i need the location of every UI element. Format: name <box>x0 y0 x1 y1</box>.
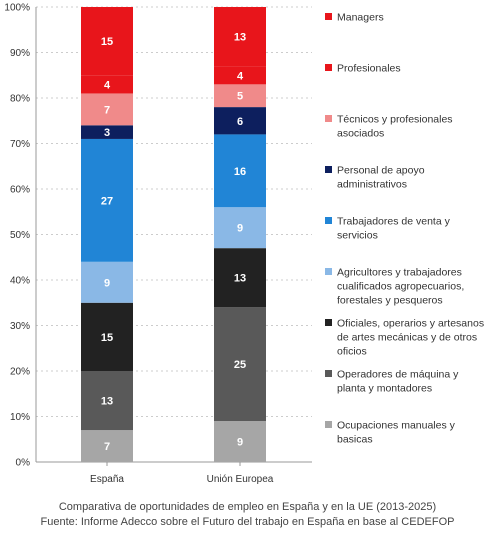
legend-swatch <box>325 319 332 326</box>
data-label: 15 <box>101 36 113 48</box>
legend-swatch <box>325 268 332 275</box>
legend-swatch <box>325 421 332 428</box>
bar-segment <box>214 107 266 135</box>
bar-segment <box>214 207 266 249</box>
legend-item: Trabajadores de venta y servicios <box>325 216 451 242</box>
legend-item: Operadores de máquina y planta y montador… <box>325 369 459 395</box>
data-label: 9 <box>104 277 110 289</box>
bars: 7 13 15 9 27 3 7 4 15 9 25 13 9 16 6 5 4 13 <box>81 7 266 462</box>
legend-label: asociados <box>337 128 384 140</box>
data-label: 9 <box>237 437 243 449</box>
y-tick-label: 50% <box>10 230 30 241</box>
bar-segment <box>214 66 266 85</box>
legend-label: Personal de apoyo <box>337 165 425 177</box>
legend: Managers Profesionales Técnicos y profesio… <box>325 12 484 446</box>
data-label: 25 <box>234 359 246 371</box>
y-tick-label: 70% <box>10 139 30 150</box>
caption-title: Comparativa de oportunidades de empleo e… <box>58 501 437 513</box>
bar-segment <box>81 93 133 126</box>
data-label: 7 <box>104 104 110 116</box>
bar-segment <box>214 134 266 208</box>
y-tick-label: 10% <box>10 412 30 423</box>
legend-label: forestales y pesqueros <box>337 295 443 307</box>
legend-label: planta y montadores <box>337 383 432 395</box>
data-label: 3 <box>104 127 110 139</box>
legend-label: administrativos <box>337 179 407 191</box>
y-axis: 0% 10% 20% 30% 40% 50% 60% 70% 80% 90% 100% <box>4 3 312 469</box>
legend-label: servicios <box>337 230 378 242</box>
bar-segment <box>81 75 133 94</box>
data-label: 6 <box>237 116 243 128</box>
bar-segment <box>214 248 266 308</box>
bar-segment <box>81 302 133 371</box>
bar-segment <box>214 421 266 462</box>
legend-swatch <box>325 115 332 122</box>
legend-label: Agricultores y trabajadores <box>337 267 462 279</box>
legend-swatch <box>325 217 332 224</box>
legend-label: de artes mecánicas y de otros <box>337 332 477 344</box>
data-label: 4 <box>237 70 244 82</box>
legend-swatch <box>325 166 332 173</box>
data-label: 13 <box>234 32 246 44</box>
legend-item: Agricultores y trabajadores cualificados … <box>325 267 464 307</box>
legend-item: Personal de apoyo administrativos <box>325 165 425 191</box>
y-tick-label: 80% <box>10 94 30 105</box>
legend-label: Oficiales, operarios y artesanos <box>337 318 484 330</box>
data-label: 9 <box>237 223 243 235</box>
x-axis: España Unión Europea <box>90 462 274 485</box>
grid-lines <box>36 6 312 417</box>
y-tick-label: 0% <box>16 458 31 469</box>
y-tick-label: 90% <box>10 48 30 59</box>
stacked-bar-chart: 0% 10% 20% 30% 40% 50% 60% 70% 80% 90% 100% 7 13 15 9… <box>4 3 484 486</box>
legend-item: Managers <box>325 12 384 24</box>
y-tick-label: 60% <box>10 185 30 196</box>
y-tick-label: 100% <box>4 3 30 14</box>
bar-segment <box>81 125 133 139</box>
bar-segment <box>81 371 133 431</box>
caption-source: Fuente: Informe Adecco sobre el Futuro d… <box>40 516 455 528</box>
data-label: 4 <box>104 79 111 91</box>
legend-label: Técnicos y profesionales <box>337 114 453 126</box>
data-label: 13 <box>101 396 113 408</box>
legend-label: cualificados agropecuarios, <box>337 281 464 293</box>
bar-segment <box>81 261 133 303</box>
x-tick-label: España <box>90 474 124 485</box>
bar-segment <box>81 138 133 262</box>
bar-segment <box>214 307 266 422</box>
data-label: 27 <box>101 195 113 207</box>
legend-label: Operadores de máquina y <box>337 369 459 381</box>
bar-segment <box>214 84 266 108</box>
bar-segment <box>214 7 266 67</box>
data-label: 7 <box>104 441 110 453</box>
data-label: 13 <box>234 273 246 285</box>
y-tick-label: 20% <box>10 367 30 378</box>
legend-label: Trabajadores de venta y <box>337 216 451 228</box>
legend-label: Ocupaciones manuales y <box>337 420 456 432</box>
legend-item: Oficiales, operarios y artesanos de artes… <box>325 318 484 358</box>
legend-item: Ocupaciones manuales y basicas <box>325 420 456 446</box>
legend-label: Managers <box>337 12 384 24</box>
legend-swatch <box>325 64 332 71</box>
legend-item: Técnicos y profesionales asociados <box>325 114 453 140</box>
legend-label: Profesionales <box>337 63 401 75</box>
data-label: 15 <box>101 332 113 344</box>
y-tick-label: 30% <box>10 321 30 332</box>
data-label: 16 <box>234 166 246 178</box>
data-label: 5 <box>237 91 243 103</box>
legend-item: Profesionales <box>325 63 401 75</box>
bar-segment <box>81 430 133 462</box>
x-tick-label: Unión Europea <box>207 474 274 485</box>
legend-label: oficios <box>337 346 367 358</box>
bar-segment <box>81 7 133 76</box>
y-tick-label: 40% <box>10 276 30 287</box>
legend-swatch <box>325 13 332 20</box>
legend-swatch <box>325 370 332 377</box>
legend-label: basicas <box>337 434 373 446</box>
